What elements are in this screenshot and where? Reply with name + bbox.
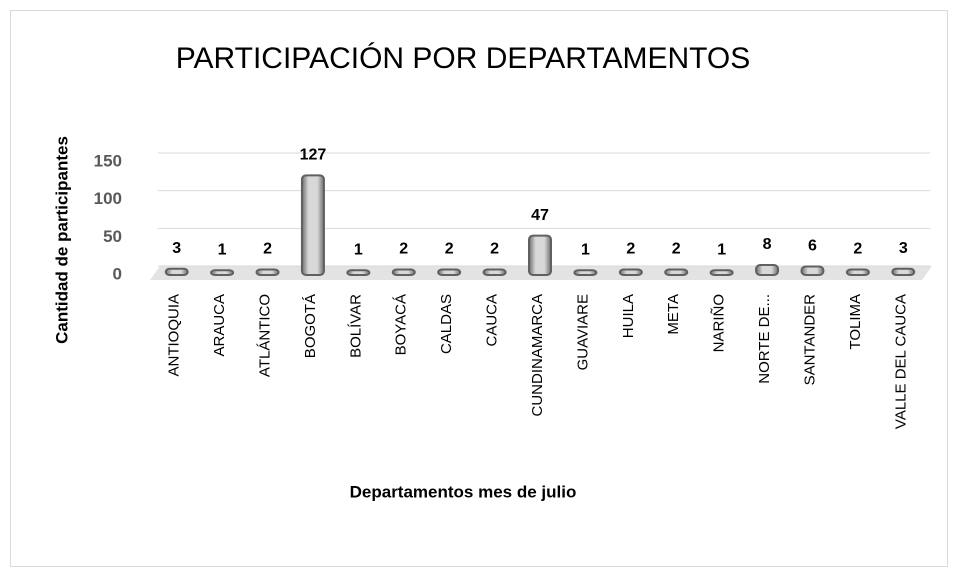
bar — [664, 268, 689, 277]
data-label: 2 — [490, 241, 499, 258]
chart-title: PARTICIPACIÓN POR DEPARTAMENTOS — [176, 42, 751, 75]
data-label: 8 — [763, 236, 772, 253]
bar — [437, 268, 462, 277]
data-label: 6 — [808, 238, 817, 255]
data-label: 1 — [354, 241, 363, 258]
y-axis-title: Cantidad de participantes — [52, 136, 71, 344]
x-tick-label: CUNDINAMARCA — [529, 294, 546, 417]
bar — [618, 268, 643, 277]
x-tick-label: ANTIOQUIA — [166, 294, 183, 377]
data-label: 2 — [445, 241, 454, 258]
data-label: 1 — [581, 241, 590, 258]
y-tick-label: 150 — [94, 151, 122, 170]
data-label: 1 — [218, 241, 227, 258]
x-tick-label: CAUCA — [484, 294, 501, 347]
data-label: 127 — [300, 147, 327, 164]
bar — [800, 265, 825, 277]
x-tick-label: META — [665, 294, 682, 335]
data-label: 1 — [717, 241, 726, 258]
bar — [528, 234, 552, 277]
chart-border — [10, 10, 948, 567]
y-tick-label: 100 — [94, 189, 122, 208]
bar — [482, 268, 507, 277]
x-tick-label: HUILA — [620, 294, 637, 338]
data-label: 3 — [172, 240, 181, 257]
bar — [891, 267, 916, 276]
x-tick-label: VALLE DEL CAUCA — [892, 294, 909, 429]
x-tick-label: NORTE DE... — [756, 294, 773, 384]
bar — [573, 269, 598, 277]
x-tick-label: SANTANDER — [801, 294, 818, 386]
bar — [255, 268, 280, 277]
x-tick-label: ARAUCA — [211, 294, 228, 357]
bar — [709, 269, 734, 277]
x-tick-label: GUAVIARE — [574, 294, 591, 370]
bar — [300, 174, 325, 276]
data-label: 2 — [672, 241, 681, 258]
data-label: 3 — [899, 240, 908, 257]
data-label: 2 — [263, 241, 272, 258]
y-tick-label: 0 — [113, 264, 122, 283]
data-label: 47 — [531, 207, 549, 224]
x-tick-label: BOGOTÁ — [302, 294, 319, 358]
x-axis-title: Departamentos mes de julio — [350, 482, 577, 501]
bar — [164, 267, 189, 276]
bar — [845, 268, 870, 277]
y-tick-label: 50 — [103, 227, 122, 246]
x-tick-label: BOLÍVAR — [347, 294, 364, 358]
bar — [755, 263, 780, 276]
x-tick-label: ATLÁNTICO — [256, 294, 273, 377]
data-label: 2 — [626, 241, 635, 258]
x-tick-label: BOYACÁ — [393, 294, 410, 355]
data-label: 2 — [399, 241, 408, 258]
x-tick-label: TOLIMA — [847, 294, 864, 350]
x-tick-label: CALDAS — [438, 294, 455, 354]
bar — [210, 269, 235, 277]
data-label: 2 — [853, 241, 862, 258]
bar — [346, 269, 371, 277]
bar — [391, 268, 416, 277]
x-tick-label: NARIÑO — [711, 294, 728, 352]
